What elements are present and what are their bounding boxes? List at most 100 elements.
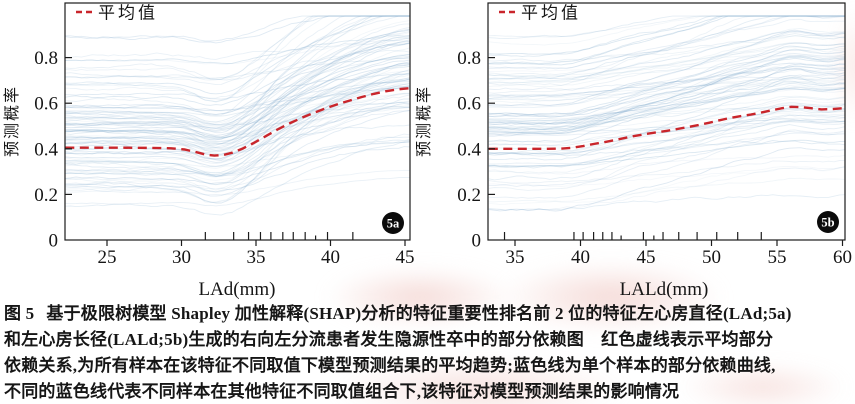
ice-line	[65, 78, 410, 127]
y-tick-label: 0.8	[34, 48, 58, 69]
ice-line	[65, 28, 410, 124]
ice-line	[65, 27, 410, 152]
ice-line	[488, 166, 845, 212]
mean-line	[65, 87, 410, 157]
ice-line	[65, 15, 410, 95]
ice-line	[65, 73, 410, 100]
ice-line	[488, 147, 845, 212]
ice-line	[65, 47, 410, 177]
ice-line	[488, 35, 845, 88]
x-tick-label: 45	[637, 247, 656, 268]
y-tick-label: 0	[49, 231, 59, 252]
ice-line	[488, 106, 845, 132]
ice-line	[488, 68, 845, 143]
ice-line	[65, 94, 410, 146]
ice-line	[488, 120, 845, 137]
ice-line	[65, 23, 410, 148]
ice-line	[65, 62, 410, 191]
plot-border	[64, 2, 411, 241]
ice-line	[488, 27, 845, 82]
ice-line	[65, 107, 410, 176]
ice-line	[488, 102, 845, 174]
ice-line	[65, 133, 410, 190]
rug-ticks	[204, 232, 354, 240]
pdp-panel-5b: 35 40 45 50 55 60 0 0.2 0.4 0.6 0.8 LALd(mm) 预测概率 平均值…	[415, 2, 852, 300]
ice-line	[488, 15, 845, 38]
ice-line	[65, 72, 410, 174]
ice-line	[488, 130, 845, 187]
ice-line	[488, 103, 845, 181]
ice-line	[65, 136, 410, 177]
ice-line	[488, 65, 845, 116]
ice-line	[65, 141, 410, 185]
plot-area	[65, 15, 410, 216]
ice-line	[488, 76, 845, 100]
ice-line	[488, 194, 845, 211]
ice-line	[488, 95, 845, 131]
ice-line	[65, 15, 410, 103]
ice-line	[488, 48, 845, 80]
ice-line	[65, 87, 410, 117]
ice-line	[65, 82, 410, 203]
ice-line	[65, 84, 410, 162]
ice-line	[65, 36, 410, 144]
ice-line	[65, 15, 410, 102]
ice-line	[65, 146, 410, 193]
ice-line	[65, 15, 410, 99]
ice-line	[488, 15, 845, 57]
ice-line	[65, 56, 410, 141]
legend-label: 平均值	[521, 4, 581, 23]
ice-line	[488, 132, 845, 165]
y-tick-label: 0.6	[34, 94, 58, 115]
ice-line	[488, 119, 845, 168]
ice-line	[488, 18, 845, 70]
ice-line	[488, 139, 845, 167]
ice-line	[488, 83, 845, 134]
ice-line	[488, 140, 845, 157]
caption-line-3: 依赖关系,为所有样本在该特征不同取值下模型预测结果的平均趋势;蓝色线为单个样本的…	[4, 353, 853, 379]
ice-line	[488, 62, 845, 123]
panel-badge-label: 5a	[387, 217, 400, 231]
ice-line	[488, 56, 845, 134]
x-tick-label: 55	[768, 247, 787, 268]
ice-line	[488, 15, 845, 76]
panel-badge-label: 5b	[821, 216, 834, 230]
ice-line	[488, 31, 845, 109]
ice-line	[488, 166, 845, 187]
x-axis-label: LALd(mm)	[620, 279, 709, 300]
ice-line	[488, 81, 845, 104]
ice-line	[65, 92, 410, 128]
ice-line	[65, 20, 410, 132]
ice-line	[488, 54, 845, 107]
ice-line	[488, 166, 845, 205]
ice-line	[488, 177, 845, 203]
ice-line	[65, 37, 410, 129]
ice-line	[488, 78, 845, 124]
ice-line	[65, 29, 410, 123]
ice-line	[488, 129, 845, 199]
ice-line	[488, 114, 845, 147]
y-tick-label: 0.4	[457, 139, 481, 160]
caption-text: 和左心房长径(LALd;5b)生成的右向左分流患者发生隐源性卒中的部分依赖图 红…	[4, 330, 774, 349]
legend: 平均值	[76, 4, 155, 23]
ice-line	[488, 55, 845, 133]
ice-line	[65, 64, 410, 136]
ice-line	[65, 110, 410, 197]
y-tick-label: 0.2	[457, 185, 481, 206]
plot-border	[487, 2, 846, 241]
x-tick-label: 40	[321, 247, 340, 268]
ice-line	[65, 105, 410, 138]
ice-line	[65, 31, 410, 126]
ice-line	[488, 87, 845, 126]
ice-line	[488, 30, 845, 80]
ice-line	[65, 93, 410, 143]
ice-line	[488, 15, 845, 46]
panel-badge-circle	[382, 212, 404, 234]
ice-line	[488, 77, 845, 97]
ice-line	[65, 28, 410, 160]
x-tick-label: 30	[172, 247, 191, 268]
ice-line	[488, 45, 845, 115]
ice-line	[65, 103, 410, 156]
caption-text: 依赖关系,为所有样本在该特征不同取值下模型预测结果的平均趋势;蓝色线为单个样本的…	[4, 356, 776, 375]
